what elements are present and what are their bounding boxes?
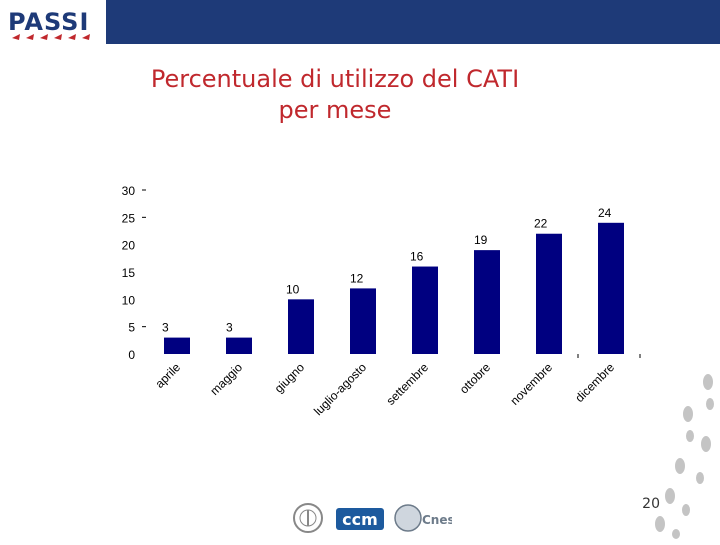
x-category-label: novembre: [507, 360, 555, 408]
page-title: Percentuale di utilizzo del CATI per mes…: [100, 64, 570, 126]
data-label-dicembre: 24: [598, 206, 612, 220]
bar-aprile: [164, 337, 190, 354]
x-category-label: ottobre: [457, 360, 494, 397]
passi-logo-footprints-icon: [12, 34, 90, 40]
data-label-giugno: 10: [286, 282, 300, 296]
data-label-ottobre: 19: [474, 233, 488, 247]
bar-maggio: [226, 337, 252, 354]
passi-logo: PASSI: [6, 4, 106, 44]
y-tick-label: 5: [128, 321, 135, 335]
x-category-label: dicembre: [572, 360, 617, 405]
data-label-settembre: 16: [410, 250, 424, 264]
bar-dicembre: [598, 222, 624, 354]
data-label-novembre: 22: [534, 217, 548, 231]
footprints-decoration: [640, 370, 720, 540]
x-category-label: aprile: [152, 360, 183, 391]
page-title-line-2: per mese: [278, 96, 392, 124]
bar-ottobre: [474, 250, 500, 354]
y-tick-label: 30: [122, 184, 136, 198]
bar-luglio-agosto: [350, 288, 376, 354]
y-tick-label: 15: [122, 266, 136, 280]
cnesps-logo-icon: Cnesps: [394, 504, 470, 532]
page-title-line-1: Percentuale di utilizzo del CATI: [150, 65, 520, 93]
footprints-icon: [655, 374, 714, 539]
bar-giugno: [288, 299, 314, 354]
data-label-luglio-agosto: 12: [350, 271, 364, 285]
y-tick-label: 10: [122, 293, 136, 307]
ccm-logo-icon: ccm: [336, 508, 384, 530]
data-label-aprile: 3: [162, 321, 169, 335]
passi-logo-graphic: PASSI: [8, 8, 90, 40]
y-tick-label: 0: [128, 348, 135, 362]
cnesps-logo-text: Cnesps: [422, 513, 452, 527]
footer-logos: ccm Cnesps: [292, 500, 470, 536]
passi-logo-text: PASSI: [8, 8, 89, 36]
data-label-maggio: 3: [226, 321, 233, 335]
iss-seal-icon: [293, 503, 323, 533]
x-category-label: luglio-agosto: [311, 360, 369, 418]
bar-novembre: [536, 233, 562, 354]
x-category-label: settembre: [383, 360, 431, 408]
page-number: 20: [642, 496, 660, 512]
x-category-label: maggio: [207, 360, 245, 398]
ccm-logo-text: ccm: [342, 510, 378, 529]
y-tick-label: 25: [122, 211, 136, 225]
y-tick-label: 20: [122, 239, 136, 253]
x-category-label: giugno: [272, 360, 308, 396]
header-band: [106, 0, 720, 44]
bar-settembre: [412, 266, 438, 354]
